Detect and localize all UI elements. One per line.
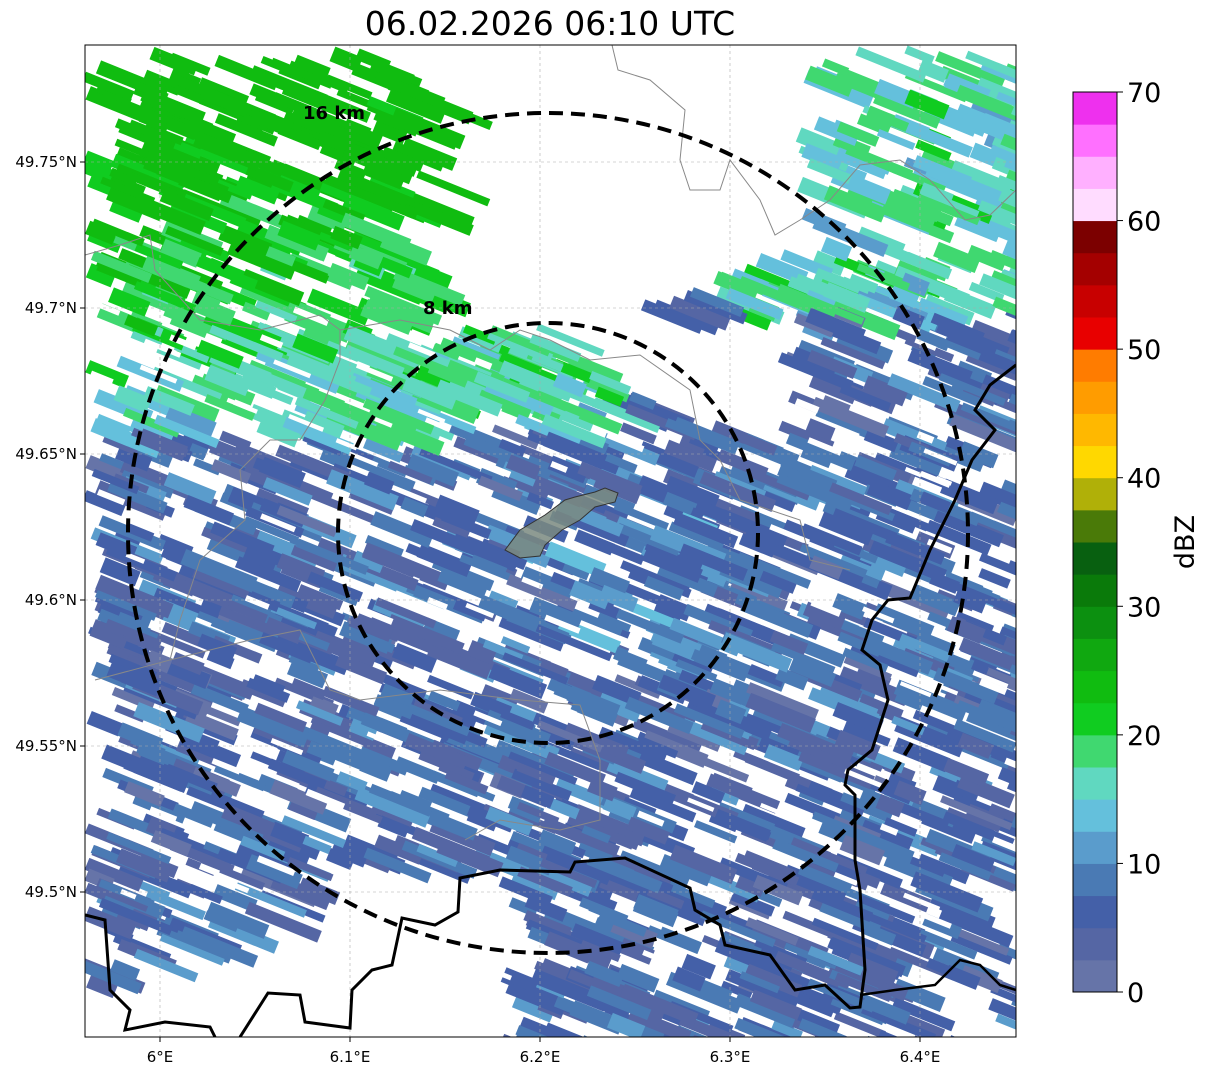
colorbar-swatch bbox=[1073, 767, 1117, 800]
colorbar-swatch bbox=[1073, 477, 1117, 511]
colorbar-swatch bbox=[1073, 574, 1117, 607]
city-outline bbox=[504, 487, 619, 559]
range-ring-16km bbox=[126, 111, 970, 955]
colorbar-swatch bbox=[1073, 831, 1117, 864]
colorbar-swatch bbox=[1073, 606, 1117, 639]
colorbar-label: dBZ bbox=[1170, 515, 1201, 569]
lat-tick-label: 49.7°N bbox=[25, 299, 77, 317]
colorbar-tick-label: 60 bbox=[1127, 207, 1161, 238]
colorbar-swatch bbox=[1073, 124, 1117, 157]
ring-label-8km: 8 km bbox=[423, 298, 473, 319]
map-area: 16 km 8 km bbox=[85, 45, 1016, 1037]
colorbar-tick-label: 20 bbox=[1127, 721, 1161, 752]
colorbar-tick-label: 70 bbox=[1127, 78, 1161, 109]
colorbar-swatch bbox=[1073, 381, 1117, 414]
lat-tick-label: 49.55°N bbox=[15, 737, 77, 755]
lon-tick-label: 6.4°E bbox=[900, 1048, 941, 1066]
colorbar-swatch bbox=[1073, 252, 1117, 286]
colorbar-swatch bbox=[1073, 670, 1117, 704]
lat-tick-label: 49.65°N bbox=[15, 445, 77, 463]
lon-tick-label: 6.1°E bbox=[330, 1048, 371, 1066]
map-frame bbox=[84, 44, 1017, 1038]
colorbar-tick-label: 30 bbox=[1127, 592, 1161, 623]
ring-label-16km: 16 km bbox=[303, 103, 365, 124]
colorbar-swatch bbox=[1073, 959, 1117, 993]
colorbar-swatch bbox=[1073, 349, 1117, 382]
colorbar-frame bbox=[1072, 91, 1118, 993]
colorbar-swatch bbox=[1073, 927, 1117, 961]
borders bbox=[85, 45, 1016, 1037]
colorbar-swatch bbox=[1073, 799, 1117, 832]
colorbar-swatch bbox=[1073, 542, 1117, 575]
lat-tick-label: 49.5°N bbox=[25, 883, 77, 901]
lon-tick-label: 6.3°E bbox=[710, 1048, 751, 1066]
lon-tick-label: 6.2°E bbox=[520, 1048, 561, 1066]
colorbar-tick-label: 0 bbox=[1127, 978, 1144, 1009]
map-title: 06.02.2026 06:10 UTC bbox=[364, 4, 736, 43]
colorbar-tick-label: 50 bbox=[1127, 335, 1161, 366]
range-ring-8km bbox=[336, 321, 760, 745]
colorbar-tick-label: 10 bbox=[1127, 849, 1161, 880]
lat-tick-label: 49.75°N bbox=[15, 153, 77, 171]
colorbar-swatch bbox=[1073, 638, 1117, 672]
colorbar-swatch bbox=[1073, 702, 1117, 736]
colorbar-swatch bbox=[1073, 156, 1117, 189]
radar-echoes bbox=[85, 45, 1016, 1037]
colorbar-swatch bbox=[1073, 445, 1117, 479]
latitude-axis: 49.75°N 49.7°N 49.65°N 49.6°N 49.55°N 49.5°N bbox=[15, 153, 85, 901]
colorbar-swatch bbox=[1073, 317, 1117, 350]
colorbar-swatch bbox=[1073, 284, 1117, 318]
colorbar: 0 10 20 30 40 50 60 70 bbox=[1072, 78, 1161, 1009]
lat-tick-label: 49.6°N bbox=[25, 591, 77, 609]
colorbar-swatch bbox=[1073, 188, 1117, 222]
colorbar-swatch bbox=[1073, 92, 1117, 125]
colorbar-swatch bbox=[1073, 509, 1117, 543]
colorbar-swatch bbox=[1073, 863, 1117, 897]
longitude-axis: 6°E 6.1°E 6.2°E 6.3°E 6.4°E bbox=[147, 1037, 941, 1066]
colorbar-swatch bbox=[1073, 413, 1117, 447]
lon-tick-label: 6°E bbox=[147, 1048, 174, 1066]
colorbar-tick-label: 40 bbox=[1127, 464, 1161, 495]
colorbar-swatch bbox=[1073, 734, 1117, 768]
colorbar-swatch bbox=[1073, 220, 1117, 254]
colorbar-swatch bbox=[1073, 895, 1117, 929]
